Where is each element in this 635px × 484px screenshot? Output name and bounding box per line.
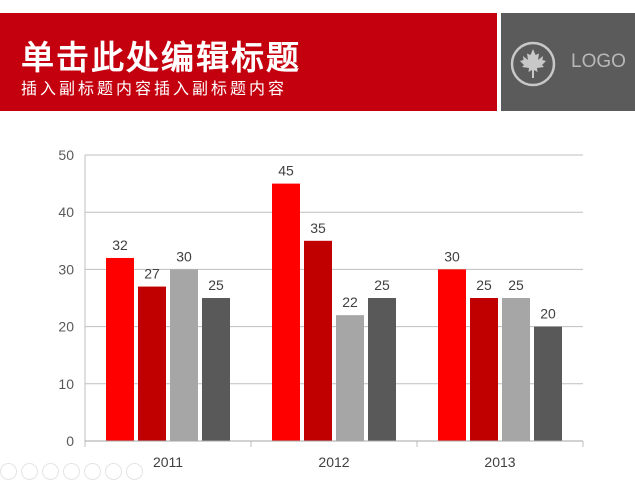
bar — [170, 269, 198, 441]
data-label: 32 — [112, 237, 128, 253]
x-tick-label: 2011 — [153, 454, 183, 470]
slide-toolbar — [0, 463, 143, 481]
toolbar-icon[interactable] — [42, 463, 59, 480]
data-label: 25 — [508, 277, 524, 293]
y-tick-label: 30 — [58, 261, 74, 277]
bar — [534, 326, 562, 441]
header-banner: 单击此处编辑标题 插入副标题内容插入副标题内容 — [0, 13, 497, 111]
toolbar-icon[interactable] — [126, 463, 143, 480]
logo-panel: LOGO — [501, 13, 635, 111]
page-subtitle: 插入副标题内容插入副标题内容 — [21, 79, 288, 98]
x-tick-label: 2013 — [484, 454, 515, 470]
bar — [138, 286, 166, 441]
toolbar-icon[interactable] — [84, 463, 101, 480]
bar — [106, 257, 134, 441]
data-label: 22 — [342, 294, 358, 310]
y-tick-label: 10 — [58, 376, 74, 392]
bar — [272, 183, 300, 441]
data-label: 20 — [540, 306, 556, 322]
toolbar-icon[interactable] — [21, 463, 38, 480]
toolbar-icon[interactable] — [63, 463, 80, 480]
bar — [502, 298, 530, 441]
y-tick-label: 50 — [58, 147, 74, 163]
bar — [438, 269, 466, 441]
page-title: 单击此处编辑标题 — [21, 38, 301, 77]
bar — [368, 298, 396, 441]
data-label: 27 — [144, 266, 160, 282]
data-label: 25 — [374, 277, 390, 293]
y-tick-label: 0 — [66, 433, 74, 449]
bar — [470, 298, 498, 441]
maple-leaf-icon — [510, 41, 556, 87]
data-label: 25 — [208, 277, 224, 293]
bar — [202, 298, 230, 441]
logo-text: LOGO — [571, 51, 626, 72]
data-label: 45 — [278, 163, 294, 179]
bar — [304, 240, 332, 441]
toolbar-icon[interactable] — [105, 463, 122, 480]
y-tick-label: 40 — [58, 204, 74, 220]
bar — [336, 315, 364, 441]
data-label: 25 — [476, 277, 492, 293]
data-label: 30 — [444, 248, 460, 264]
toolbar-icon[interactable] — [0, 463, 17, 480]
y-tick-label: 20 — [58, 319, 74, 335]
x-tick-label: 2012 — [318, 454, 349, 470]
data-label: 35 — [310, 220, 326, 236]
data-label: 30 — [176, 248, 192, 264]
